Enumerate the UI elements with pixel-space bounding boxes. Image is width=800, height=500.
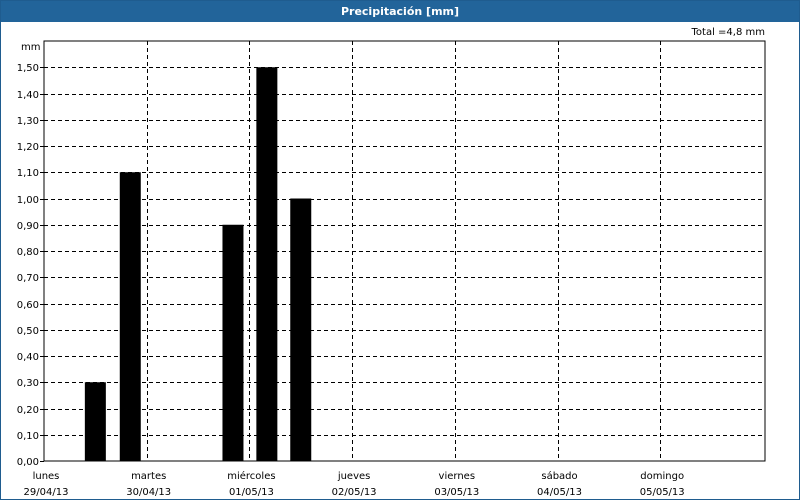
bar xyxy=(290,198,312,461)
y-tick-label: 0,60 xyxy=(17,300,39,311)
bar xyxy=(222,224,244,461)
x-label-date: 30/04/13 xyxy=(126,487,171,498)
y-tick-label: 0,90 xyxy=(17,221,39,232)
x-label-date: 02/05/13 xyxy=(332,487,377,498)
x-label-day: domingo xyxy=(640,471,684,482)
y-tick-label: 0,80 xyxy=(17,247,39,258)
x-label-day: sábado xyxy=(541,470,577,482)
y-tick-label: 0,20 xyxy=(17,405,39,416)
y-tick-label: 0,10 xyxy=(17,431,39,442)
grid-lines xyxy=(44,41,765,461)
y-tick-label: 1,50 xyxy=(17,63,39,74)
y-axis-unit-label: mm xyxy=(21,42,40,53)
y-tick-label: 1,40 xyxy=(17,90,39,101)
y-tick-label: 0,00 xyxy=(17,457,39,468)
y-tick-label: 0,50 xyxy=(17,326,39,337)
x-label-date: 04/05/13 xyxy=(537,487,582,498)
x-label-day: miércoles xyxy=(227,470,275,482)
total-label: Total =4,8 mm xyxy=(691,27,765,38)
y-tick-label: 1,30 xyxy=(17,116,39,127)
bar xyxy=(256,67,278,461)
y-axis-ticks: 0,00 0,10 0,20 0,30 0,40 0,50 0,60 0,70 0,80 0,90… xyxy=(17,63,44,468)
bars-group xyxy=(84,67,312,461)
y-tick-label: 1,10 xyxy=(17,168,39,179)
x-label-day: jueves xyxy=(337,471,371,482)
bar xyxy=(119,172,141,461)
x-axis-labels: lunes 29/04/13 martes 30/04/13 miércoles 01/0… xyxy=(24,470,685,498)
x-label-date: 29/04/13 xyxy=(24,487,69,498)
y-tick-label: 0,40 xyxy=(17,352,39,363)
x-label-date: 03/05/13 xyxy=(434,487,479,498)
plot-frame xyxy=(43,40,766,462)
y-tick-label: 1,20 xyxy=(17,142,39,153)
x-label-date: 05/05/13 xyxy=(640,487,685,498)
title-bar: Precipitación [mm] xyxy=(1,1,799,22)
x-label-day: lunes xyxy=(33,471,60,482)
y-tick-label: 0,70 xyxy=(17,273,39,284)
x-label-date: 01/05/13 xyxy=(229,487,274,498)
y-tick-label: 0,30 xyxy=(17,378,39,389)
x-label-day: martes xyxy=(131,471,166,482)
x-label-day: viernes xyxy=(439,471,475,482)
y-tick-label: 1,00 xyxy=(17,195,39,206)
bar xyxy=(84,382,106,461)
